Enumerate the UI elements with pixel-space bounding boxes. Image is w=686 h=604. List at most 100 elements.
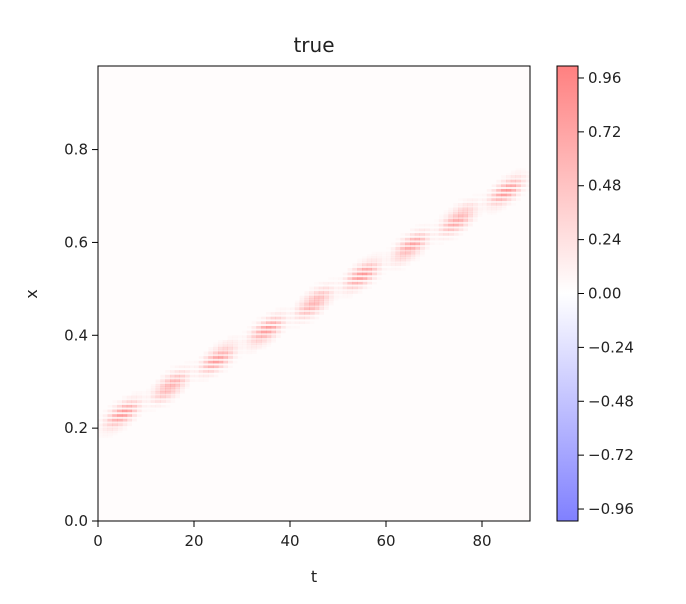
heatmap-cell xyxy=(204,372,209,375)
heatmap-cell xyxy=(487,196,492,199)
heatmap-cell xyxy=(386,254,392,257)
heatmap-cell xyxy=(107,418,113,422)
heatmap-cell xyxy=(228,338,233,341)
heatmap-cell xyxy=(443,237,449,241)
heatmap-cell xyxy=(381,273,386,276)
heatmap-cell xyxy=(266,330,272,334)
heatmap-cell xyxy=(482,198,488,201)
heatmap-cell xyxy=(304,307,310,311)
x-axis-label: t xyxy=(311,567,317,586)
heatmap-cell xyxy=(126,397,132,401)
heatmap-cell xyxy=(314,286,320,290)
heatmap-cell xyxy=(371,256,377,259)
heatmap-cell xyxy=(348,275,353,278)
heatmap-cell xyxy=(501,184,507,188)
heatmap-cell xyxy=(501,175,506,178)
heatmap-cell xyxy=(179,372,185,376)
heatmap-cell xyxy=(280,326,286,329)
heatmap-cell xyxy=(314,288,320,292)
heatmap-cell xyxy=(174,372,180,376)
heatmap-cell xyxy=(270,330,276,334)
heatmap-cell xyxy=(458,212,464,215)
heatmap-cell xyxy=(107,421,113,424)
heatmap-cell xyxy=(213,365,219,369)
heatmap-cell xyxy=(246,346,252,350)
heatmap-cell xyxy=(270,321,276,324)
heatmap-cell xyxy=(155,379,161,383)
heatmap-cell xyxy=(309,300,315,304)
heatmap-cell xyxy=(443,228,449,232)
heatmap-cell xyxy=(275,326,281,329)
heatmap-cell xyxy=(453,221,459,225)
heatmap-cell xyxy=(419,249,425,253)
heatmap-cell xyxy=(501,177,506,180)
heatmap-cell xyxy=(122,421,128,424)
heatmap-cell xyxy=(160,374,166,378)
heatmap-cell xyxy=(357,261,362,264)
heatmap-cell xyxy=(491,196,497,199)
heatmap-cell xyxy=(270,316,276,320)
heatmap-cell xyxy=(496,196,502,199)
heatmap-cell xyxy=(458,198,463,201)
heatmap-cell xyxy=(165,388,171,392)
colorbar xyxy=(556,65,579,522)
heatmap-cell xyxy=(194,365,200,369)
heatmap-cell xyxy=(434,242,439,245)
heatmap-cell xyxy=(251,339,257,343)
heatmap-cell xyxy=(232,356,238,359)
heatmap-cell xyxy=(443,223,449,227)
heatmap-cell xyxy=(174,381,180,385)
heatmap-cell xyxy=(280,319,285,322)
heatmap-cell xyxy=(515,179,521,183)
heatmap-cell xyxy=(299,295,305,299)
heatmap-cell xyxy=(362,261,368,264)
heatmap-cell xyxy=(366,267,372,271)
heatmap-cell xyxy=(295,314,300,317)
heatmap-cell xyxy=(232,339,238,343)
heatmap-cell xyxy=(155,395,161,399)
heatmap-cell xyxy=(237,351,243,355)
heatmap-cell xyxy=(496,179,502,183)
heatmap-cell xyxy=(131,404,137,408)
heatmap-cell xyxy=(242,339,248,343)
heatmap-cell xyxy=(117,411,123,415)
heatmap-cell xyxy=(155,386,161,389)
heatmap-cell xyxy=(419,242,425,246)
heatmap-cell xyxy=(400,247,406,250)
heatmap-cell xyxy=(227,353,233,357)
heatmap-cell xyxy=(194,379,199,382)
heatmap-cell xyxy=(299,298,305,301)
heatmap-cell xyxy=(251,335,257,338)
colorbar-tick-label: 0.24 xyxy=(588,231,621,249)
heatmap-cell xyxy=(179,386,185,389)
heatmap-cell xyxy=(357,270,363,273)
heatmap-cell xyxy=(439,215,444,218)
heatmap-cell xyxy=(136,395,142,399)
heatmap-cell xyxy=(415,231,420,234)
heatmap-cell xyxy=(294,302,300,306)
heatmap-cell xyxy=(400,256,406,259)
heatmap-cell xyxy=(247,333,252,336)
heatmap-cell xyxy=(266,326,272,329)
heatmap-cell xyxy=(218,342,224,345)
heatmap-cell xyxy=(165,374,171,378)
heatmap-cell xyxy=(390,249,396,253)
heatmap-cell xyxy=(208,363,214,366)
heatmap-cell xyxy=(203,360,209,364)
heatmap-cell xyxy=(453,214,459,218)
heatmap-cell xyxy=(391,242,396,245)
heatmap-cell xyxy=(160,393,166,396)
heatmap-cell xyxy=(458,221,464,225)
heatmap-cell xyxy=(400,251,406,255)
heatmap-cell xyxy=(410,242,416,246)
heatmap-cell xyxy=(511,203,516,206)
heatmap-cell xyxy=(150,386,156,389)
heatmap-cell xyxy=(410,244,416,248)
heatmap-cell xyxy=(218,358,224,362)
heatmap-cell xyxy=(295,326,300,329)
heatmap-cell xyxy=(405,256,411,259)
heatmap-cell xyxy=(501,208,506,211)
heatmap-cell xyxy=(266,316,272,320)
heatmap-cell xyxy=(472,198,478,201)
heatmap-cell xyxy=(174,393,180,396)
